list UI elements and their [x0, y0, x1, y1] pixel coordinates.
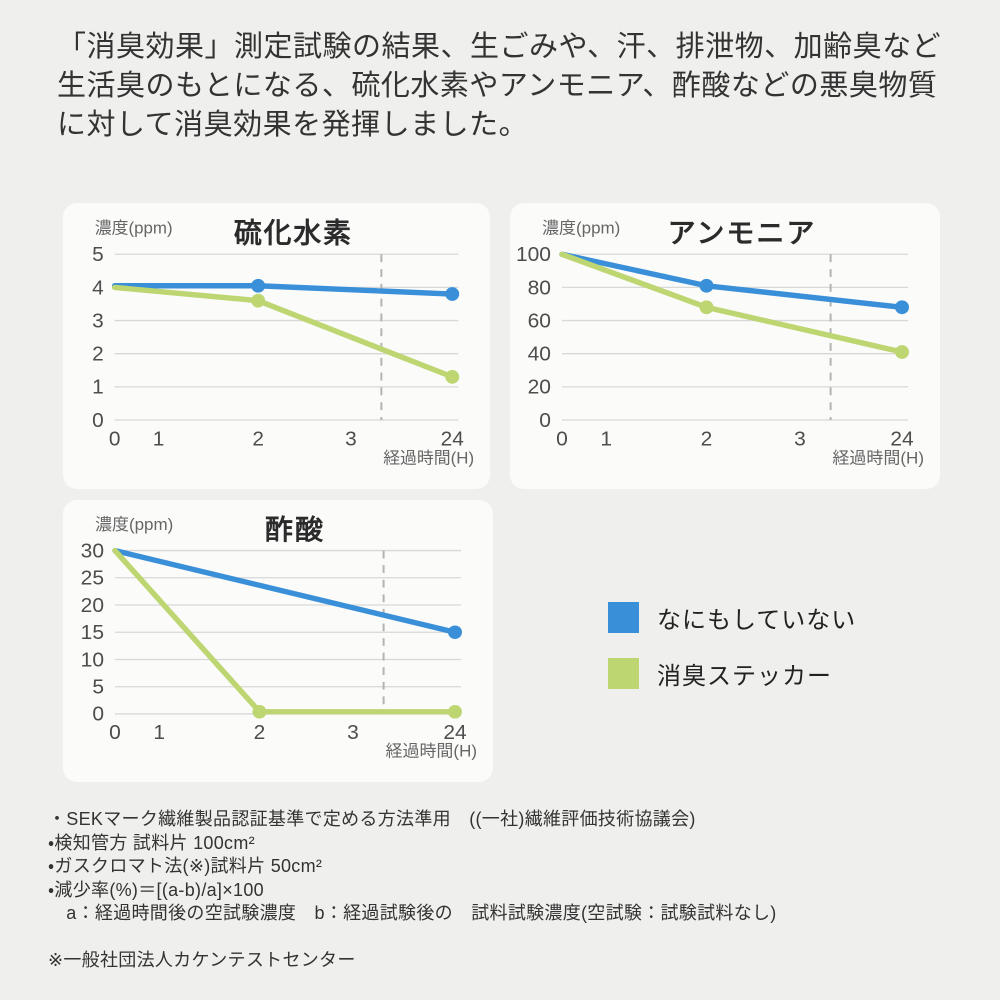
svg-text:5: 5	[92, 676, 104, 699]
svg-text:0: 0	[92, 703, 104, 726]
svg-text:5: 5	[92, 243, 104, 266]
svg-text:濃度(ppm): 濃度(ppm)	[95, 219, 173, 238]
svg-text:0: 0	[92, 409, 104, 432]
legend-item-deodorant-sticker: 消臭ステッカー	[608, 656, 856, 691]
svg-text:2: 2	[92, 343, 104, 366]
svg-text:0: 0	[109, 428, 121, 451]
svg-text:1: 1	[153, 721, 165, 744]
svg-text:80: 80	[528, 276, 551, 299]
svg-text:硫化水素: 硫化水素	[234, 218, 353, 249]
svg-text:3: 3	[347, 721, 359, 744]
svg-text:100: 100	[516, 243, 551, 266]
footnote-line: ・検知管方 試料片 100cm²	[48, 832, 255, 853]
svg-text:60: 60	[528, 310, 551, 333]
svg-text:酢酸: 酢酸	[265, 514, 325, 545]
svg-text:0: 0	[539, 409, 551, 432]
legend-label-untreated: なにもしていない	[657, 607, 857, 634]
svg-text:3: 3	[92, 310, 104, 333]
svg-text:25: 25	[81, 567, 104, 590]
svg-text:経過時間(H): 経過時間(H)	[383, 448, 474, 467]
svg-text:24: 24	[441, 428, 464, 451]
svg-text:24: 24	[890, 428, 913, 451]
svg-text:3: 3	[794, 428, 806, 451]
svg-text:20: 20	[528, 376, 551, 399]
svg-text:2: 2	[252, 428, 264, 451]
footnote-line: ・減少率(%)＝[(a-b)/a]×100	[48, 879, 264, 900]
svg-text:30: 30	[81, 540, 104, 563]
chart-card-acetic-acid: 0 5 10 15 20 25 30 0 1 2 3 24 濃度(ppm) 酢酸 経過時間(H)	[63, 500, 493, 782]
svg-text:経過時間(H): 経過時間(H)	[832, 448, 924, 467]
green-swatch-icon	[608, 658, 639, 689]
footnote-line: ・ガスクロマト法(※)試料片 50cm²	[48, 856, 323, 876]
footnote-line: ・SEKマーク繊維製品認証基準で定める方法準用 ((一社)繊維評価技術協議会)	[48, 809, 696, 829]
legend: なにもしていない 消臭ステッカー	[608, 600, 856, 691]
svg-text:2: 2	[701, 428, 713, 451]
svg-text:1: 1	[153, 428, 165, 451]
svg-text:1: 1	[92, 376, 104, 399]
svg-text:4: 4	[92, 276, 104, 299]
page-title: 「消臭効果」測定試験の結果、生ごみや、汗、排泄物、加齢臭など生活臭のもとになる、…	[57, 31, 942, 141]
svg-text:40: 40	[528, 343, 551, 366]
svg-text:0: 0	[556, 428, 568, 451]
svg-text:15: 15	[81, 621, 104, 644]
svg-text:アンモニア: アンモニア	[668, 218, 817, 249]
footnote-spacer	[48, 926, 973, 950]
blue-swatch-icon	[608, 602, 639, 633]
chart-card-ammonia: 0 20 40 60 80 100 0 1 2 3 24 濃度(ppm) アンモニア経過時間(H)	[510, 203, 940, 489]
svg-text:24: 24	[443, 721, 466, 744]
footnote-line: a：経過時間後の空試験濃度 b：経過試験後の 試料試験濃度(空試験：試験試料なし…	[48, 903, 777, 923]
svg-text:経過時間(H): 経過時間(H)	[385, 742, 477, 761]
svg-text:濃度(ppm): 濃度(ppm)	[542, 219, 620, 238]
svg-text:濃度(ppm): 濃度(ppm)	[95, 515, 173, 534]
svg-text:10: 10	[81, 649, 104, 672]
svg-text:1: 1	[600, 428, 612, 451]
footnotes: ・SEKマーク繊維製品認証基準で定める方法準用 ((一社)繊維評価技術協議会) …	[48, 808, 973, 973]
svg-text:3: 3	[345, 428, 357, 451]
svg-text:20: 20	[81, 594, 104, 617]
footnote-line: ※一般社団法人カケンテストセンター	[48, 950, 356, 970]
legend-item-untreated: なにもしていない	[608, 600, 856, 635]
svg-text:2: 2	[254, 721, 266, 744]
chart-card-hydrogen-sulfide: 0 1 2 3 4 5 0 1 2 3 24 濃度(ppm) 硫化水素経過時間(H)	[63, 203, 490, 489]
legend-label-deodorant-sticker: 消臭ステッカー	[657, 663, 832, 690]
svg-text:0: 0	[109, 721, 121, 744]
